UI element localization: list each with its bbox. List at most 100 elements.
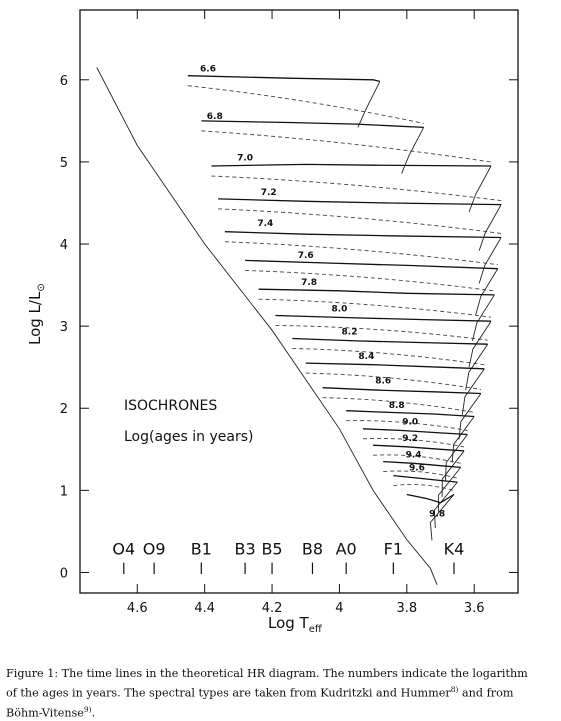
x-axis-label: Log Teff [268, 614, 323, 635]
dashed-track [245, 269, 495, 292]
isochrone-line [187, 75, 381, 83]
spectral-type-label: F1 [384, 539, 403, 558]
isochrone-line [211, 163, 492, 167]
isochrone-line [346, 410, 475, 418]
y-tick-label: 6 [60, 74, 68, 89]
isochrone-label: 8.6 [375, 377, 391, 387]
dashed-track [201, 130, 492, 163]
giant-branch-stroke [465, 343, 489, 391]
isochrone-label: 8.8 [389, 401, 405, 411]
spectral-type-label: A0 [336, 539, 357, 558]
isochrone-line [224, 231, 502, 239]
x-axis-label-sub: eff [309, 624, 323, 635]
isochrone-label: 9.6 [409, 464, 425, 474]
x-tick-label: 4.2 [262, 601, 283, 616]
isochrone-lines [187, 75, 502, 504]
giant-branch-stroke [357, 81, 381, 128]
caption-ref-bohm: 9) [83, 704, 92, 714]
giant-branch-stroke [475, 268, 499, 315]
isochrone-label: 9.4 [406, 451, 422, 461]
isochrone-labels: 6.6 6.8 7.0 7.2 7.4 7.6 7.8 8.0 8.2 8.4 8.6 8.8 9.0 9… [200, 65, 445, 520]
zams-line [96, 67, 438, 585]
y-tick-label: 0 [60, 566, 68, 581]
axis-ticks [80, 10, 518, 593]
spectral-type-label: O4 [112, 539, 135, 558]
dashed-track [322, 397, 475, 413]
dashed-track [218, 208, 502, 234]
isochrone-label: 7.0 [237, 153, 253, 163]
isochrone-label: 6.8 [207, 112, 223, 122]
isochrone-line [275, 314, 492, 322]
isochrone-label: 6.6 [200, 65, 216, 75]
isochrone-label: 7.6 [298, 251, 314, 261]
dashed-track [383, 470, 458, 479]
caption-line-3-text: Böhm-Vitense [6, 706, 84, 720]
caption-line-1: Figure 1: The time lines in the theoreti… [6, 667, 528, 680]
y-tick-label: 5 [60, 156, 68, 171]
caption-line-2-text: of the ages in years. The spectral types… [6, 686, 451, 700]
annotation-isochrones: ISOCHRONES [124, 398, 217, 414]
giant-branch-stroke [429, 494, 455, 541]
giant-branch-stroke [478, 237, 502, 284]
isochrone-label: 7.2 [261, 188, 277, 198]
spectral-type-labels: O4 O9 B1 B3 B5 B8 A0 F1 K4 [112, 539, 465, 575]
giant-branch-stroke [433, 481, 458, 529]
dashed-track [211, 175, 502, 202]
y-axis-label: Log L/L⊙ [26, 283, 47, 345]
spectral-type-label: B5 [261, 539, 282, 558]
isochrone-line [305, 362, 485, 370]
isochrone-line [218, 198, 502, 206]
isochrone-label: 7.8 [301, 278, 317, 288]
dashed-track [393, 484, 455, 491]
figure-caption: Figure 1: The time lines in the theoreti… [6, 666, 556, 721]
dashed-track [187, 85, 424, 124]
x-tick-label: 3.8 [396, 601, 417, 616]
giant-branch-stroke [471, 294, 495, 342]
isochrone-label: 9.8 [429, 510, 445, 520]
isochrone-label: 7.4 [257, 219, 273, 229]
isochrone-line [201, 120, 424, 129]
spectral-type-label: K4 [444, 539, 465, 558]
hr-diagram-figure: 6.6 6.8 7.0 7.2 7.4 7.6 7.8 8.0 8.2 8.4 8.6 8.8 9.0 9… [26, 9, 519, 635]
giant-branch-stroke [437, 467, 462, 514]
caption-line-2-end: and from [458, 686, 514, 700]
isochrone-line [292, 337, 488, 345]
dashed-track [258, 298, 492, 318]
caption-line-2: of the ages in years. The spectral types… [6, 682, 556, 702]
dashed-track [275, 325, 488, 341]
isochrone-label: 8.2 [342, 327, 358, 337]
y-axis-label-main: Log L/L [26, 291, 44, 345]
dashed-track [305, 372, 482, 390]
y-tick-label: 4 [60, 238, 68, 253]
x-tick-label: 4.6 [127, 601, 148, 616]
y-tick-label: 3 [60, 320, 68, 335]
y-tick-label: 1 [60, 484, 68, 499]
spectral-type-label: B8 [302, 539, 323, 558]
isochrone-line [245, 259, 498, 270]
giant-branch-stroke [451, 416, 475, 463]
y-axis-label-sub: ⊙ [36, 283, 47, 291]
isochrone-label: 9.0 [402, 418, 418, 428]
y-tick-label: 2 [60, 402, 68, 417]
isochrone-line [406, 493, 455, 504]
giant-branch-stroke [478, 204, 502, 251]
isochrone-label: 8.4 [358, 352, 374, 362]
annotation-log-ages: Log(ages in years) [124, 429, 254, 445]
caption-line-3-end: . [91, 706, 96, 720]
isochrone-label: 8.0 [331, 304, 347, 314]
isochrone-line [393, 474, 458, 483]
spectral-type-label: B1 [191, 539, 212, 558]
giant-branch-stroke [445, 434, 468, 481]
giant-branch-stroke [468, 165, 492, 213]
caption-ref-kudritzki: 8) [450, 685, 459, 694]
dashed-track [346, 420, 468, 431]
dashed-track [224, 241, 498, 266]
dashed-track [362, 438, 465, 448]
isochrone-label: 9.2 [402, 434, 418, 444]
x-tick-label: 3.6 [464, 601, 485, 616]
giant-branch-stroke [401, 127, 425, 174]
x-tick-label: 4 [335, 601, 343, 616]
x-axis-label-main: Log T [268, 614, 310, 632]
spectral-type-label: B3 [235, 539, 256, 558]
isochrone-line [362, 428, 468, 436]
